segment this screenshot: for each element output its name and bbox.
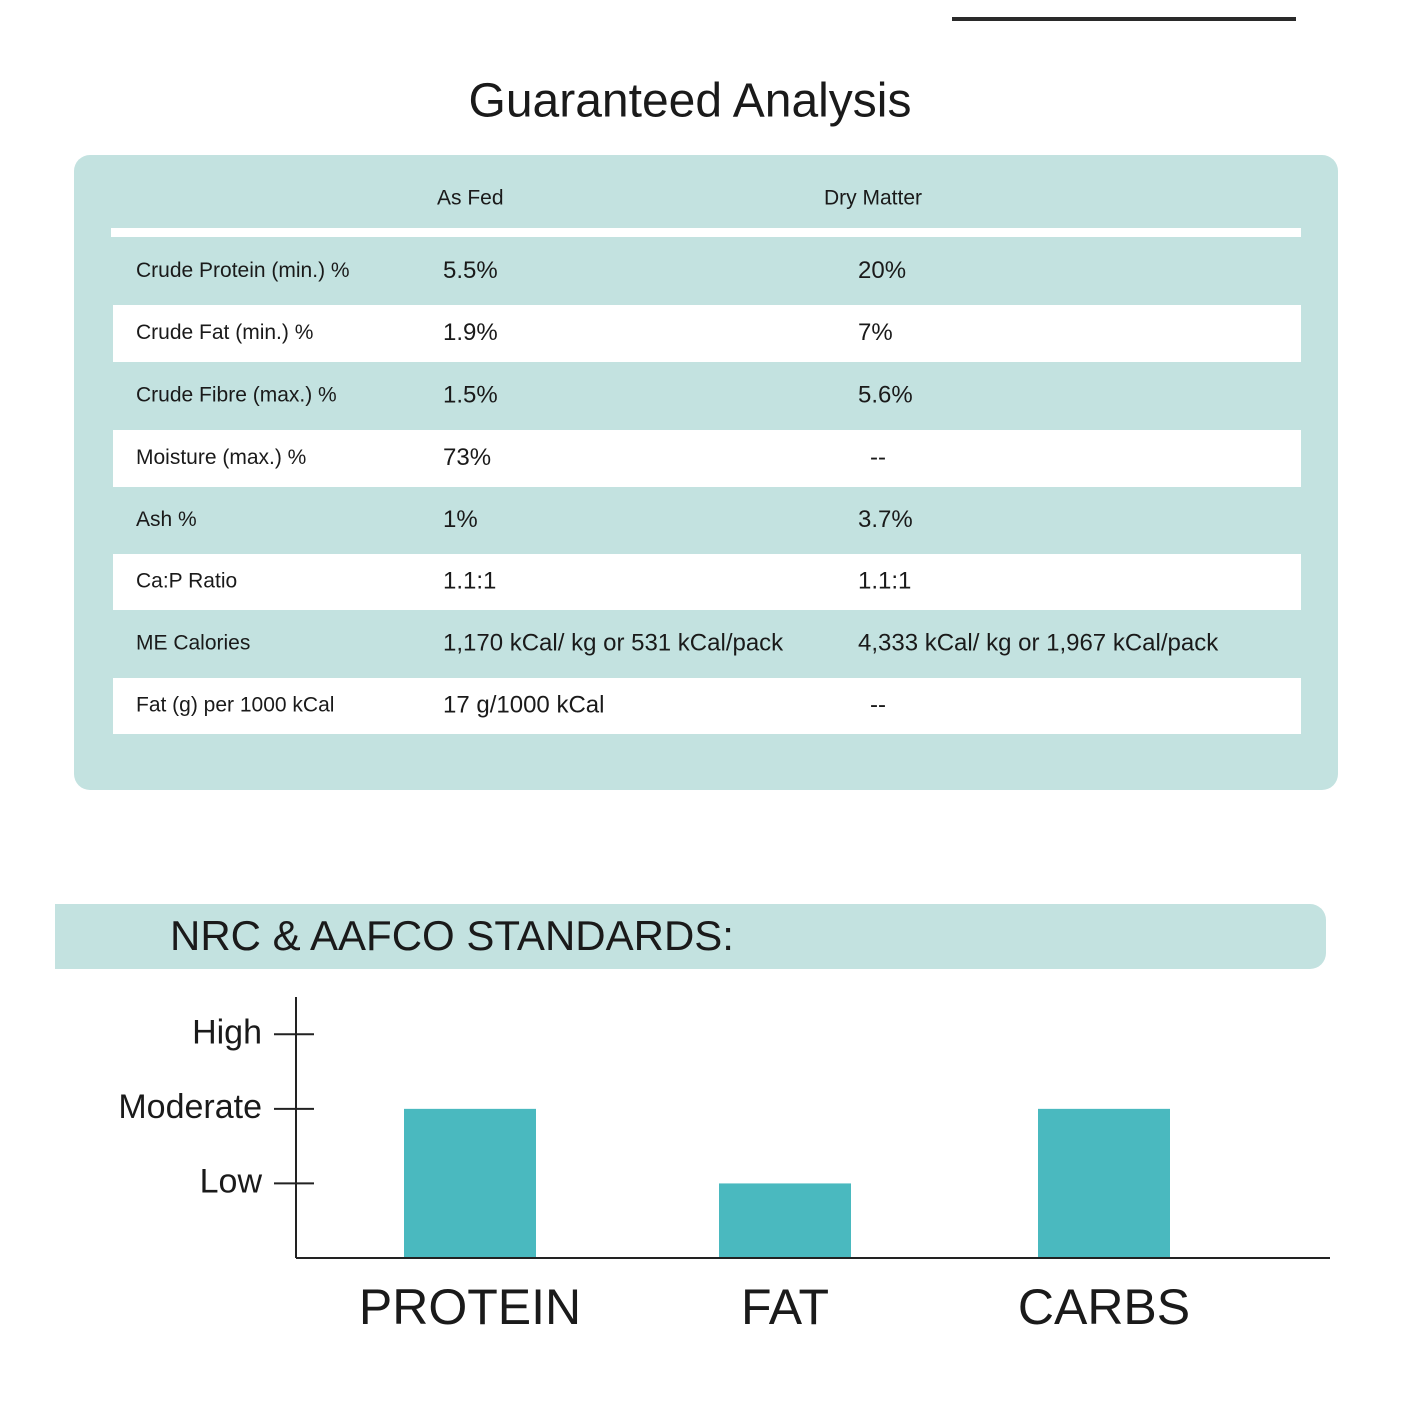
row-label: ME Calories xyxy=(136,632,250,655)
chart-banner xyxy=(55,904,1326,969)
bar xyxy=(1038,1108,1170,1258)
cell-value: 73% xyxy=(443,444,491,471)
cell-value: 4,333 kCal/ kg or 1,967 kCal/pack xyxy=(858,629,1219,656)
cell-value: 1.5% xyxy=(443,381,498,408)
bar xyxy=(404,1108,536,1258)
y-tick-label: Low xyxy=(200,1162,263,1200)
row-label: Crude Fibre (max.) % xyxy=(136,384,337,407)
row-band xyxy=(113,430,1301,487)
x-tick-label: FAT xyxy=(741,1279,829,1335)
chart-title: NRC & AAFCO STANDARDS: xyxy=(170,912,734,959)
row-label: Crude Fat (min.) % xyxy=(136,321,313,344)
table-title: Guaranteed Analysis xyxy=(469,75,912,128)
row-label: Ca:P Ratio xyxy=(136,570,237,593)
x-tick-label: CARBS xyxy=(1018,1279,1190,1335)
cell-value: 1.9% xyxy=(443,319,498,346)
row-label: Moisture (max.) % xyxy=(136,446,306,469)
cell-value: -- xyxy=(870,691,886,718)
row-label: Crude Protein (min.) % xyxy=(136,259,350,282)
cell-value: 1.1:1 xyxy=(443,567,496,594)
row-label: Ash % xyxy=(136,508,197,531)
header-rule xyxy=(111,228,1301,237)
cell-value: 5.5% xyxy=(443,257,498,284)
y-tick-label: High xyxy=(192,1013,262,1051)
bar xyxy=(719,1183,851,1258)
row-band xyxy=(113,305,1301,362)
y-tick-label: Moderate xyxy=(118,1088,262,1126)
row-label: Fat (g) per 1000 kCal xyxy=(136,694,334,717)
row-band xyxy=(113,678,1301,734)
column-header: As Fed xyxy=(437,187,504,210)
cell-value: 5.6% xyxy=(858,381,913,408)
cell-value: 1.1:1 xyxy=(858,567,911,594)
cell-value: 7% xyxy=(858,319,893,346)
cell-value: -- xyxy=(870,444,886,471)
cell-value: 1,170 kCal/ kg or 531 kCal/pack xyxy=(443,629,784,656)
x-tick-label: PROTEIN xyxy=(359,1279,581,1335)
cell-value: 1% xyxy=(443,506,478,533)
column-header: Dry Matter xyxy=(824,187,922,210)
cell-value: 20% xyxy=(858,257,906,284)
row-band xyxy=(113,554,1301,610)
cell-value: 3.7% xyxy=(858,506,913,533)
cell-value: 17 g/1000 kCal xyxy=(443,691,604,718)
